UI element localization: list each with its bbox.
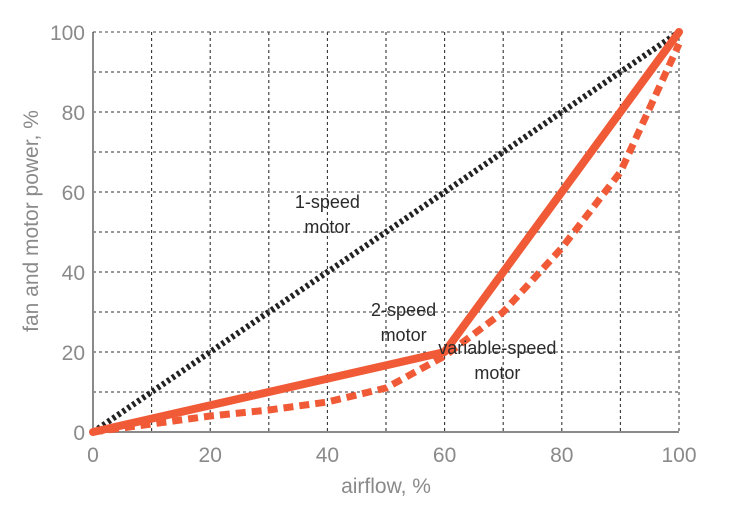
- x-tick-label: 20: [199, 444, 222, 467]
- tick-labels: 0 20 40 60 80 100 0 20 40 60 80 100: [50, 22, 697, 467]
- x-tick-label: 60: [433, 444, 456, 467]
- annotation-line: variable-speed: [438, 338, 556, 358]
- gridlines: [93, 32, 679, 432]
- annotation-label: 1-speed motor: [295, 192, 360, 237]
- x-tick-label: 100: [661, 444, 696, 467]
- annotation-line: motor: [381, 325, 427, 345]
- series-line-variable-speed: [92, 42, 683, 436]
- annotation-line: motor: [474, 363, 520, 383]
- x-axis-title: airflow, %: [341, 475, 431, 498]
- y-tick-label: 20: [62, 342, 85, 365]
- annotation-line: 1-speed: [295, 192, 360, 212]
- annotation-label: 2-speed motor: [371, 300, 436, 345]
- annotation-label: variable-speed motor: [438, 338, 556, 383]
- series-lines: [89, 28, 683, 436]
- y-tick-label: 60: [62, 182, 85, 205]
- y-tick-label: 40: [62, 262, 85, 285]
- x-tick-label: 80: [550, 444, 573, 467]
- annotation-line: 2-speed: [371, 300, 436, 320]
- series-line-one-speed: [91, 29, 681, 435]
- series-line-two-speed: [89, 28, 683, 436]
- y-axis-title: fan and motor power, %: [20, 110, 43, 332]
- y-tick-label: 0: [73, 422, 85, 445]
- annotations: 1-speed motor 2-speed motor variable-speed mo…: [295, 192, 557, 383]
- annotation-line: motor: [304, 217, 350, 237]
- y-tick-label: 80: [62, 102, 85, 125]
- x-tick-label: 0: [87, 444, 99, 467]
- x-tick-label: 40: [316, 444, 339, 467]
- axes: [92, 31, 680, 433]
- y-tick-label: 100: [50, 22, 85, 45]
